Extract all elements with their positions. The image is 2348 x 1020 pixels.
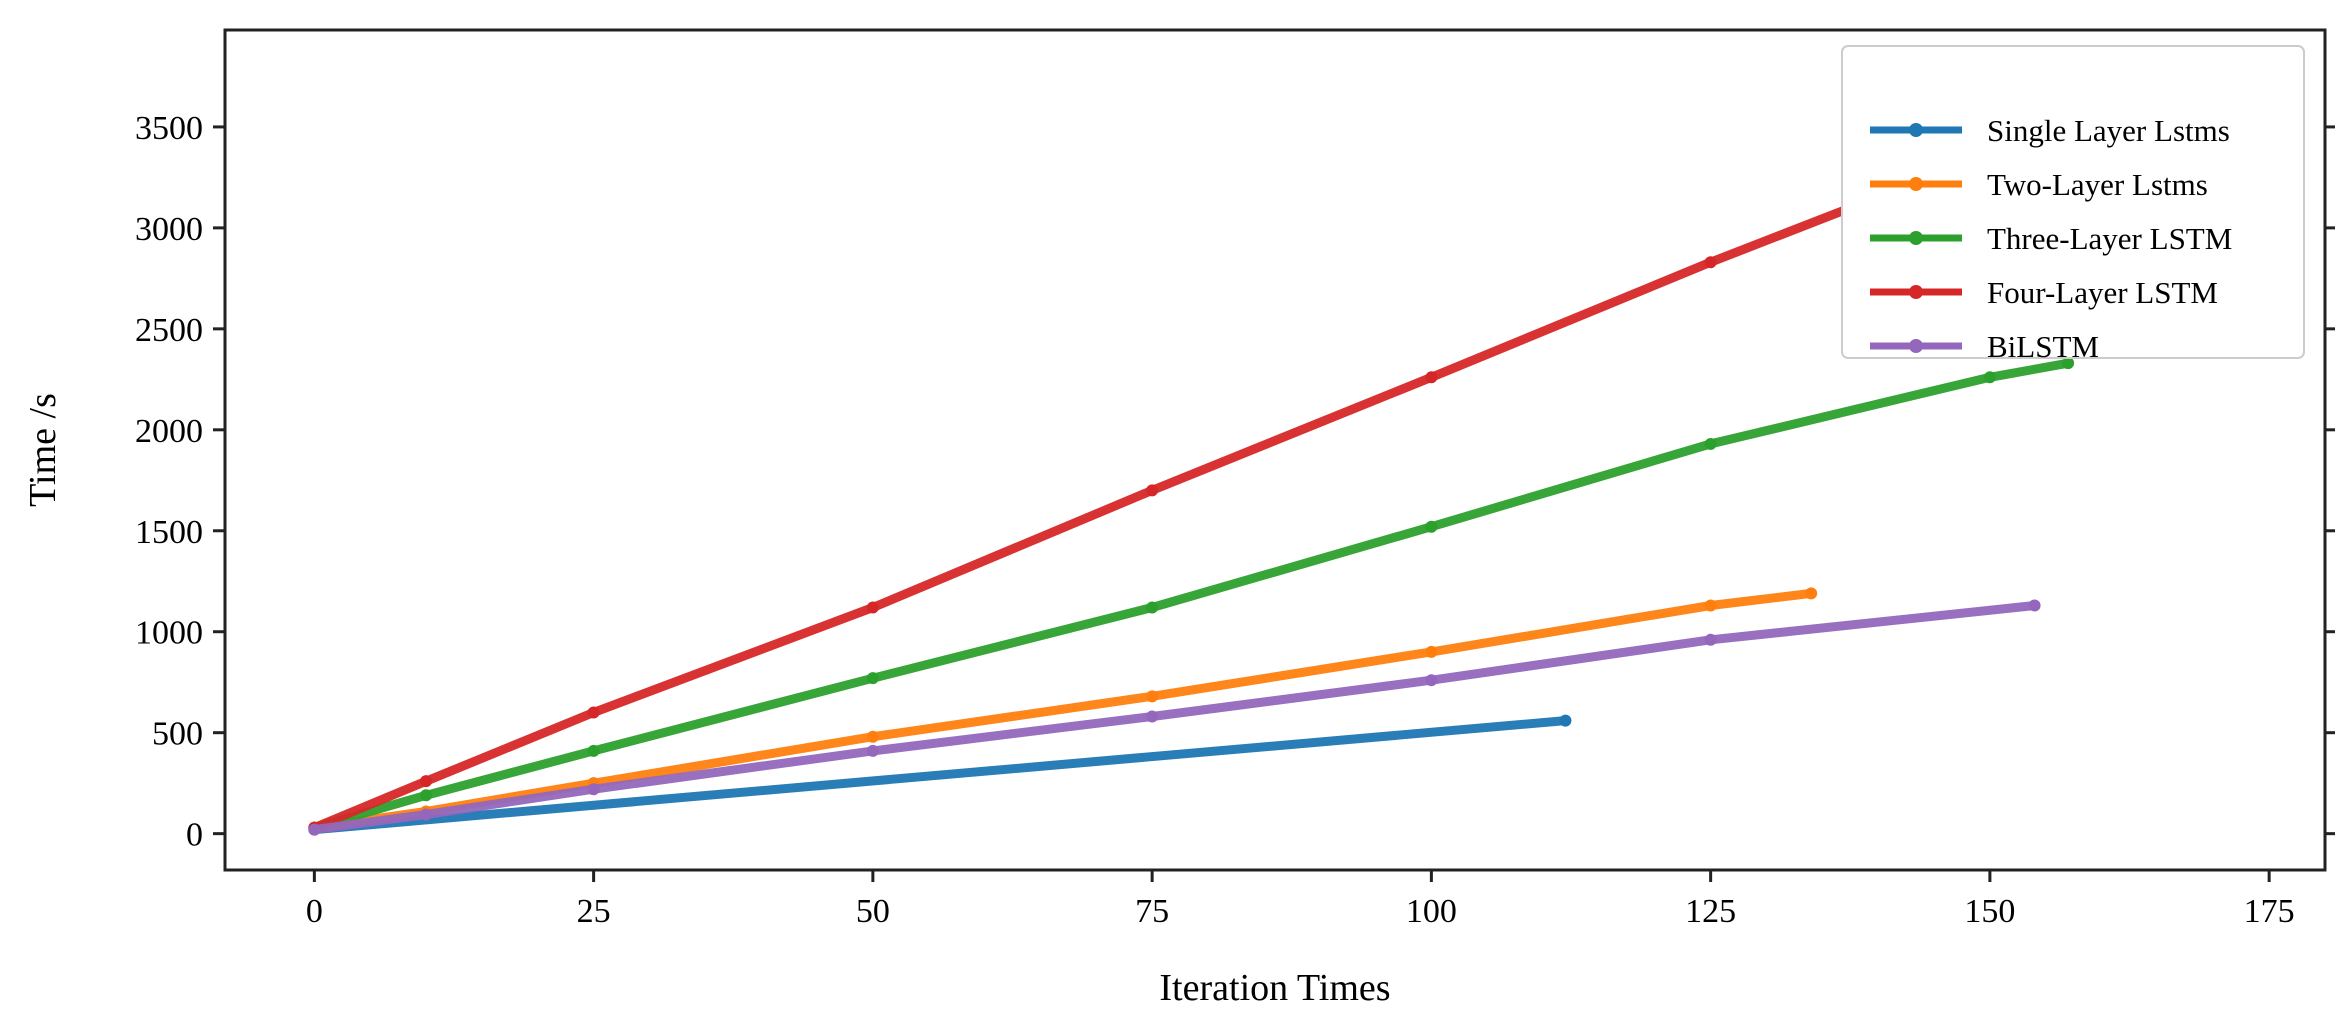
y-tick-label: 1000	[135, 615, 203, 652]
legend-swatch-marker	[1909, 285, 1923, 299]
data-point	[2028, 599, 2041, 612]
data-point	[866, 672, 879, 685]
data-point	[866, 601, 879, 614]
legend-box	[1841, 45, 2305, 359]
legend: Single Layer Lstms Two-Layer Lstms Three-L…	[1841, 45, 2305, 364]
x-axis-label: Iteration Times	[1159, 967, 1390, 1009]
y-tick-label: 3500	[135, 110, 203, 147]
data-point	[1146, 601, 1159, 614]
x-axis-ticks: 0 25 50 75 100 125 150 175	[306, 870, 2295, 930]
series-line	[309, 601, 2040, 835]
legend-swatch-marker	[1909, 339, 1923, 353]
data-point	[1559, 714, 1572, 727]
x-tick-label: 50	[856, 893, 890, 930]
data-point	[866, 744, 879, 757]
data-point	[1704, 633, 1717, 646]
data-point	[1146, 690, 1159, 703]
legend-swatch-marker	[1909, 123, 1923, 137]
data-point	[308, 823, 321, 836]
data-point	[420, 808, 433, 821]
data-point	[587, 744, 600, 757]
y-tick-label: 1500	[135, 514, 203, 551]
series-4	[308, 599, 2041, 836]
x-tick-label: 125	[1685, 893, 1736, 930]
x-tick-label: 175	[2244, 893, 2295, 930]
y-tick-label: 2500	[135, 312, 203, 349]
data-point	[1983, 371, 1996, 384]
legend-swatch-marker	[1909, 231, 1923, 245]
legend-label: BiLSTM	[1987, 329, 2099, 364]
data-point	[866, 730, 879, 743]
legend-label: Four-Layer LSTM	[1987, 275, 2218, 310]
series-line	[309, 201, 1861, 833]
data-point	[420, 789, 433, 802]
legend-label: Two-Layer Lstms	[1987, 167, 2208, 202]
legend-swatch-marker	[1909, 177, 1923, 191]
data-point	[587, 783, 600, 796]
y-tick-label: 3000	[135, 211, 203, 248]
data-point	[1704, 437, 1717, 450]
data-point	[1425, 674, 1438, 687]
data-point	[1704, 256, 1717, 269]
data-point	[420, 775, 433, 788]
data-point	[1704, 599, 1717, 612]
legend-label: Three-Layer LSTM	[1987, 221, 2232, 256]
y-tick-label: 0	[186, 817, 203, 854]
x-tick-label: 150	[1964, 893, 2015, 930]
data-point	[1425, 520, 1438, 533]
series-line	[309, 716, 1570, 835]
x-tick-label: 0	[306, 893, 323, 930]
data-point	[587, 706, 600, 719]
x-tick-label: 100	[1406, 893, 1457, 930]
x-tick-label: 25	[577, 893, 611, 930]
series-2	[308, 357, 2075, 834]
y-axis-label: Time /s	[22, 393, 64, 507]
data-point	[2062, 357, 2075, 370]
y-tick-label: 2000	[135, 413, 203, 450]
data-point	[1425, 645, 1438, 658]
series-layer	[308, 199, 2075, 836]
data-point	[1146, 710, 1159, 723]
data-point	[1425, 371, 1438, 384]
y-tick-label: 500	[152, 716, 203, 753]
data-point	[1146, 484, 1159, 497]
data-point	[1805, 587, 1818, 600]
legend-label: Single Layer Lstms	[1987, 113, 2230, 148]
x-tick-label: 75	[1135, 893, 1169, 930]
y-axis-ticks: 0 500 1000 1500 2000 2500 3000 3500	[135, 110, 2335, 854]
